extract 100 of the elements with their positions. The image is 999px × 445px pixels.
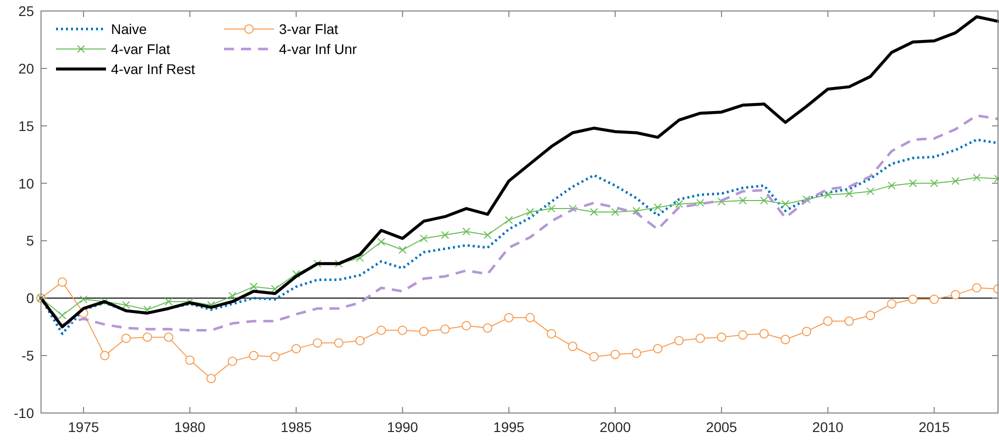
- x-tick-label: 2000: [600, 419, 631, 435]
- point: [696, 334, 705, 344]
- point: [716, 332, 726, 342]
- point: [121, 334, 131, 344]
- point: [334, 338, 344, 348]
- point: [80, 295, 88, 304]
- point: [482, 323, 492, 333]
- point: [122, 301, 130, 310]
- point: [248, 350, 258, 360]
- y-tick-label: 25: [18, 3, 34, 19]
- point: [58, 277, 67, 287]
- point: [228, 292, 236, 300]
- point: [845, 190, 854, 198]
- point: [270, 352, 280, 362]
- point: [206, 374, 216, 384]
- y-tick-label: -10: [14, 405, 34, 421]
- point: [292, 344, 301, 354]
- point: [632, 206, 640, 215]
- point: [780, 334, 790, 344]
- point: [250, 282, 258, 291]
- point: [930, 294, 939, 304]
- point: [398, 246, 407, 254]
- point: [654, 203, 662, 212]
- point: [844, 316, 854, 326]
- legend-label: 4-var Inf Rest: [111, 61, 196, 77]
- legend-label: 4-var Flat: [111, 41, 170, 57]
- point: [950, 290, 960, 300]
- point: [355, 336, 365, 346]
- point: [590, 208, 598, 216]
- point: [484, 230, 492, 239]
- y-tick-label: -5: [22, 348, 34, 364]
- point: [547, 204, 556, 213]
- point: [568, 342, 578, 352]
- point: [802, 326, 812, 336]
- point: [738, 330, 748, 340]
- y-tick-label: 20: [18, 60, 34, 76]
- point: [292, 270, 300, 278]
- x-tick-label: 1980: [174, 419, 206, 435]
- x-tick-label: 2010: [812, 419, 844, 435]
- point: [866, 310, 876, 320]
- point: [419, 326, 428, 336]
- x-tick-label: 2005: [706, 419, 738, 435]
- point: [951, 176, 960, 185]
- point: [398, 326, 408, 336]
- legend-label: 4-var Inf Unr: [279, 41, 358, 57]
- point: [824, 190, 832, 199]
- point: [504, 312, 514, 322]
- y-tick-label: 5: [26, 232, 34, 249]
- point: [908, 294, 918, 304]
- point: [546, 329, 556, 338]
- point: [420, 234, 428, 242]
- point: [58, 311, 66, 320]
- point: [100, 350, 110, 360]
- point: [823, 316, 833, 326]
- point: [972, 283, 982, 293]
- point: [866, 187, 874, 196]
- legend-label: Naive: [111, 21, 148, 37]
- point: [781, 200, 790, 208]
- y-tick-label: 15: [18, 118, 34, 134]
- point: [462, 228, 470, 236]
- point: [377, 238, 386, 246]
- point: [930, 179, 938, 188]
- point: [526, 208, 534, 216]
- point: [441, 230, 450, 239]
- point: [462, 321, 472, 330]
- point: [611, 208, 620, 216]
- point: [886, 299, 896, 309]
- point: [759, 329, 769, 338]
- y-tick-label: 0: [26, 290, 34, 306]
- legend-label: 3-var Flat: [279, 21, 338, 37]
- point: [142, 332, 152, 342]
- point: [653, 344, 662, 354]
- point: [675, 200, 683, 208]
- point: [632, 348, 642, 358]
- x-tick-label: 1990: [386, 419, 418, 435]
- point: [589, 352, 599, 362]
- point: [972, 174, 981, 182]
- point: [504, 216, 513, 224]
- point: [100, 298, 109, 306]
- point: [674, 336, 684, 346]
- point: [440, 324, 450, 334]
- point: [164, 332, 174, 342]
- point: [888, 182, 896, 190]
- point: [376, 326, 386, 336]
- x-tick-label: 1975: [68, 419, 100, 435]
- point: [908, 179, 917, 188]
- point: [185, 355, 195, 365]
- point: [164, 298, 173, 306]
- point: [760, 196, 768, 205]
- point: [312, 338, 322, 348]
- point: [356, 254, 364, 262]
- point: [228, 356, 238, 366]
- point: [696, 198, 704, 207]
- y-tick-label: 10: [18, 175, 34, 192]
- x-tick-label: 1995: [493, 419, 525, 435]
- point: [610, 350, 620, 360]
- point: [525, 312, 535, 322]
- x-tick-label: 2015: [918, 419, 950, 435]
- point: [738, 196, 747, 205]
- x-tick-label: 1985: [280, 419, 312, 435]
